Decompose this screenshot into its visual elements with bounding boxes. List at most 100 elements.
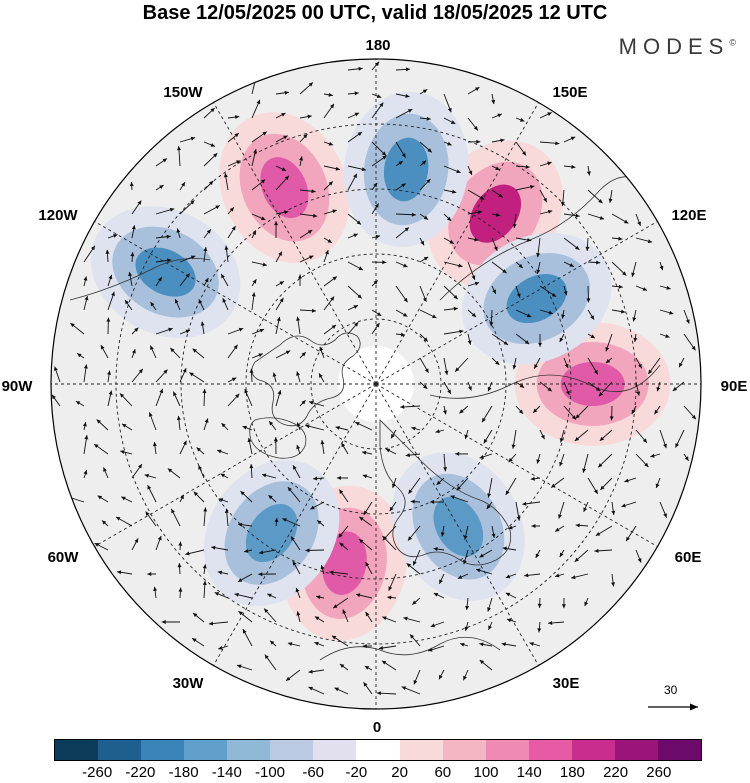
wind-arrow	[392, 477, 397, 489]
wind-arrow	[361, 450, 373, 455]
wind-arrow	[216, 449, 229, 455]
wind-arrow	[323, 324, 337, 335]
wind-arrow	[406, 563, 421, 575]
wind-arrow	[611, 236, 623, 241]
colorbar-swatch	[313, 740, 357, 760]
wind-arrow	[347, 91, 359, 96]
wind-arrow	[131, 200, 142, 215]
wind-arrow	[275, 251, 283, 263]
wind-arrow	[438, 573, 445, 585]
wind-arrow	[227, 225, 236, 239]
wind-arrow	[299, 229, 313, 239]
wind-arrow	[501, 642, 517, 647]
wind-arrow	[347, 66, 363, 71]
wind-arrow	[395, 93, 410, 98]
brand-name: MODES	[618, 34, 730, 59]
wind-arrow	[515, 309, 532, 318]
wind-arrow	[54, 366, 61, 383]
wind-arrow	[305, 548, 325, 553]
wind-arrow	[363, 501, 373, 516]
colorbar-tick-label: 220	[603, 764, 629, 781]
wind-arrow	[419, 237, 425, 246]
wind-arrow	[227, 344, 238, 359]
wind-arrow	[365, 561, 373, 575]
wind-arrow	[131, 327, 139, 335]
wind-arrow	[611, 573, 616, 587]
wind-arrow	[635, 285, 648, 291]
wind-arrow	[155, 369, 168, 383]
wind-arrow	[299, 255, 314, 263]
wind-arrow	[179, 329, 191, 335]
wind-arrow	[561, 309, 566, 319]
wind-arrow	[505, 477, 517, 496]
wind-arrow	[419, 333, 429, 342]
wind-arrow	[310, 501, 325, 510]
wind-arrow	[443, 381, 452, 395]
colorbar-swatch	[141, 740, 185, 760]
wind-arrow	[563, 285, 568, 296]
wind-arrow	[456, 477, 469, 491]
wind-arrow	[491, 525, 496, 538]
wind-reference	[648, 703, 698, 711]
wind-arrow	[290, 536, 301, 551]
wind-arrow	[338, 489, 349, 503]
wind-arrow	[539, 429, 545, 440]
wind-arrow	[251, 148, 258, 167]
anomaly-contour-core	[506, 273, 567, 324]
wind-arrow	[625, 525, 637, 542]
wind-arrow	[532, 405, 541, 414]
wind-arrow	[336, 475, 349, 480]
chart-title: Base 12/05/2025 00 UTC, valid 18/05/2025…	[142, 2, 608, 24]
wind-arrow	[491, 261, 507, 274]
coastline-east-siberia	[439, 176, 641, 301]
wind-arrow	[203, 180, 214, 191]
wind-arrow	[198, 299, 205, 311]
wind-arrow	[268, 494, 277, 503]
wind-arrow	[459, 405, 469, 414]
wind-arrow	[371, 322, 380, 335]
meridian-label-90w: 90W	[2, 378, 34, 395]
wind-arrow	[502, 546, 517, 551]
wind-arrow	[275, 165, 287, 172]
wind-arrow	[119, 393, 133, 407]
wind-arrow	[443, 306, 458, 311]
wind-arrow	[530, 476, 541, 481]
meridian-label-180: 180	[365, 37, 390, 54]
wind-arrow	[103, 467, 109, 479]
wind-arrow	[275, 175, 290, 191]
wind-arrow	[176, 415, 181, 431]
wind-arrow	[465, 597, 470, 611]
wind-arrow	[506, 618, 517, 623]
wind-arrow	[76, 353, 85, 359]
wind-arrow	[505, 573, 517, 579]
wind-arrow	[400, 404, 421, 409]
wind-arrow	[251, 131, 268, 143]
wind-arrow	[419, 178, 431, 191]
wind-arrow	[635, 549, 642, 563]
wind-arrow	[587, 357, 599, 375]
wind-arrow	[243, 549, 253, 553]
colorbar-tick-label: 140	[516, 764, 542, 781]
wind-arrow	[611, 284, 623, 289]
wind-arrow	[539, 209, 553, 215]
wind-arrow	[488, 621, 493, 631]
colorbar-tick-label: 100	[473, 764, 499, 781]
wind-arrow	[395, 332, 406, 337]
wind-arrow	[683, 405, 697, 420]
wind-arrow	[107, 234, 118, 239]
wind-arrow	[251, 213, 266, 221]
meridian-line	[94, 221, 377, 385]
wind-arrow	[179, 255, 196, 263]
colorbar-swatch	[485, 740, 529, 760]
wind-arrow	[598, 381, 613, 397]
wind-arrow	[347, 233, 359, 239]
wind-arrow	[419, 116, 431, 121]
wind-arrow	[131, 348, 136, 359]
wind-arrow	[635, 453, 649, 468]
wind-arrow	[479, 453, 493, 459]
wind-arrow	[227, 327, 244, 335]
wind-arrow	[227, 393, 240, 407]
wind-arrow	[395, 67, 411, 72]
wind-arrow	[443, 285, 459, 300]
wind-arrow	[531, 524, 541, 529]
